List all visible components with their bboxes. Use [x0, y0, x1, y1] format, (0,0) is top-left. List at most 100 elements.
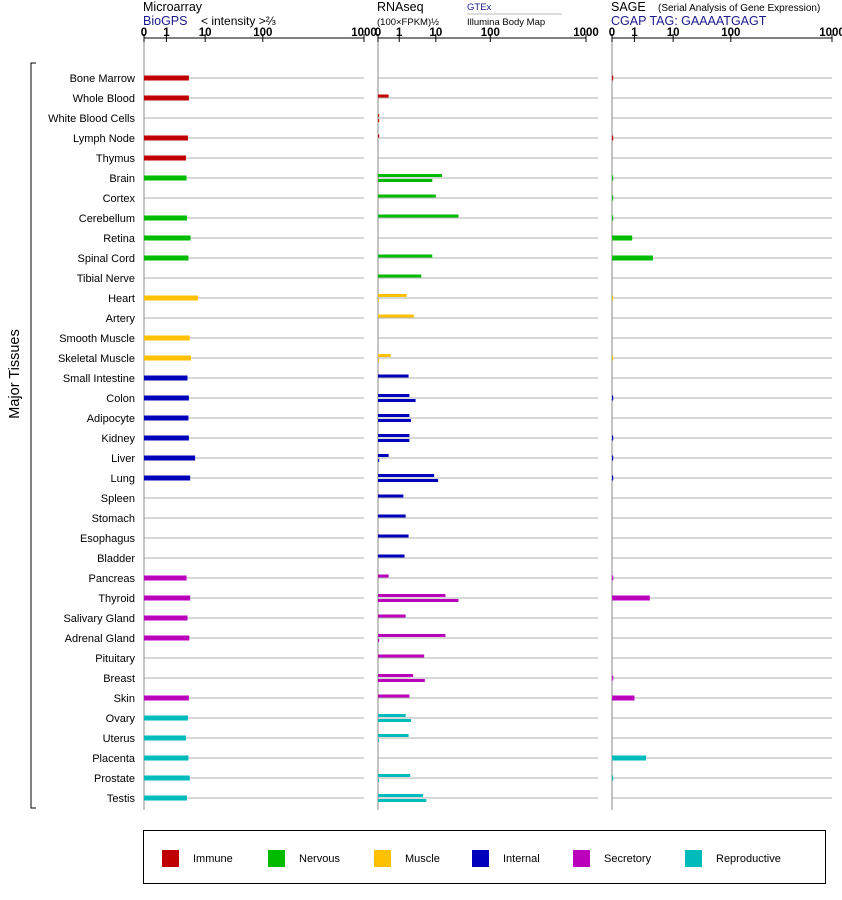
rnaseq-bar	[378, 419, 412, 422]
tissue-label: Lymph Node	[73, 133, 135, 145]
rnaseq-bar	[378, 399, 416, 402]
rnaseq-bar	[378, 254, 433, 258]
rnaseq-bar	[378, 174, 443, 177]
rnaseq-bar	[378, 299, 380, 302]
rnaseq-bar	[378, 274, 422, 278]
rnaseq-bar	[378, 454, 389, 457]
microarray-bar	[144, 635, 190, 641]
rnaseq-bar	[378, 314, 414, 318]
rnaseq-bar	[378, 514, 406, 518]
sage-tick-label: 100	[721, 27, 740, 39]
sage-bar	[612, 75, 614, 81]
tissue-label: Prostate	[94, 773, 135, 785]
tissue-label: White Blood Cells	[48, 113, 135, 125]
tissue-label: Skin	[114, 693, 135, 705]
microarray-bar	[144, 615, 188, 621]
rnaseq-tick-label: 10	[429, 27, 442, 39]
microarray-bar	[144, 415, 189, 421]
microarray-bar	[144, 175, 187, 181]
tissue-label: Skeletal Muscle	[58, 353, 135, 365]
tissue-label: Artery	[106, 313, 136, 325]
rnaseq-bar	[378, 694, 410, 698]
rnaseq-bar	[378, 599, 459, 602]
rnaseq-bar	[378, 794, 424, 797]
microarray-source-link[interactable]: BioGPS	[143, 14, 187, 28]
microarray-tick-label: 1	[163, 27, 170, 39]
rnaseq-bar	[378, 114, 380, 117]
sage-bar	[612, 295, 614, 301]
legend-swatch-secretory	[573, 850, 590, 867]
rnaseq-title: RNAseq	[377, 0, 424, 14]
tissue-label: Liver	[111, 453, 135, 465]
microarray-tick-label: 1000	[351, 27, 377, 39]
panel-headers: Microarray BioGPS < intensity >⅔ RNAseq …	[143, 0, 820, 28]
rnaseq-bar	[378, 574, 389, 578]
legend-swatch-reproductive	[685, 850, 702, 867]
tissue-label: Pancreas	[89, 573, 136, 585]
legend-item-reproductive: Reproductive	[685, 850, 781, 867]
microarray-tick-label: 10	[199, 27, 212, 39]
legend-label-reproductive: Reproductive	[716, 852, 781, 865]
microarray-bar	[144, 235, 191, 241]
tissue-label: Pituitary	[95, 653, 135, 665]
tissue-label: Uterus	[103, 733, 136, 745]
tissue-label: Thyroid	[98, 593, 135, 605]
tissue-label: Bladder	[97, 553, 135, 565]
sage-bar	[612, 195, 614, 201]
microarray-bar	[144, 295, 198, 301]
microarray-bar	[144, 155, 186, 161]
tissue-label: Placenta	[92, 753, 136, 765]
tissue-label: Spleen	[101, 493, 135, 505]
sage-bar	[612, 475, 614, 481]
sage-bar	[612, 395, 614, 401]
microarray-bar	[144, 375, 188, 381]
sage-title-note: (Serial Analysis of Gene Expression)	[658, 3, 820, 14]
sage-bar	[612, 755, 647, 761]
rnaseq-bar	[378, 674, 414, 677]
microarray-bar	[144, 595, 191, 601]
rnaseq-source-gtex-link[interactable]: GTEx	[467, 2, 492, 13]
sage-tick-label: 0	[609, 27, 615, 39]
microarray-bar	[144, 475, 191, 481]
rnaseq-unit-label: (100×FPKM)½	[377, 17, 439, 28]
legend-swatch-nervous	[268, 850, 285, 867]
rnaseq-bar	[378, 774, 411, 777]
tissue-label: Esophagus	[80, 533, 136, 545]
sage-tag-link[interactable]: CGAP TAG: GAAAATGAGT	[611, 14, 767, 28]
legend-label-internal: Internal	[503, 852, 540, 865]
tissue-label: Thymus	[96, 153, 136, 165]
legend: Immune Nervous Muscle Internal Secretory…	[143, 830, 826, 884]
rnaseq-bar	[378, 719, 412, 722]
tissue-label: Breast	[103, 673, 135, 685]
rnaseq-bar	[378, 439, 410, 442]
rnaseq-bar	[378, 179, 433, 182]
microarray-bar	[144, 355, 191, 361]
legend-item-nervous: Nervous	[268, 850, 340, 867]
sage-title: SAGE	[611, 0, 646, 14]
legend-swatch-internal	[472, 850, 489, 867]
microarray-bar	[144, 735, 186, 741]
legend-swatch-immune	[162, 850, 179, 867]
legend-label-muscle: Muscle	[405, 852, 440, 865]
y-axis: Major Tissues	[7, 62, 36, 809]
rnaseq-bar	[378, 714, 406, 717]
microarray-bar	[144, 775, 190, 781]
rnaseq-bar	[378, 119, 380, 122]
rnaseq-bar	[378, 479, 439, 482]
tissue-label: Heart	[108, 293, 135, 305]
microarray-bar	[144, 255, 189, 261]
rnaseq-bar	[378, 414, 410, 417]
legend-label-nervous: Nervous	[299, 852, 340, 865]
rnaseq-bar	[378, 494, 404, 498]
legend-item-secretory: Secretory	[573, 850, 651, 867]
rnaseq-bar	[378, 534, 409, 538]
sage-bar	[612, 595, 650, 601]
legend-label-immune: Immune	[193, 852, 233, 865]
tissue-label: Small Intestine	[63, 373, 135, 385]
sage-bar	[612, 135, 614, 141]
rnaseq-bar	[378, 474, 435, 477]
rnaseq-bar	[378, 634, 446, 637]
rnaseq-bar	[378, 294, 407, 297]
